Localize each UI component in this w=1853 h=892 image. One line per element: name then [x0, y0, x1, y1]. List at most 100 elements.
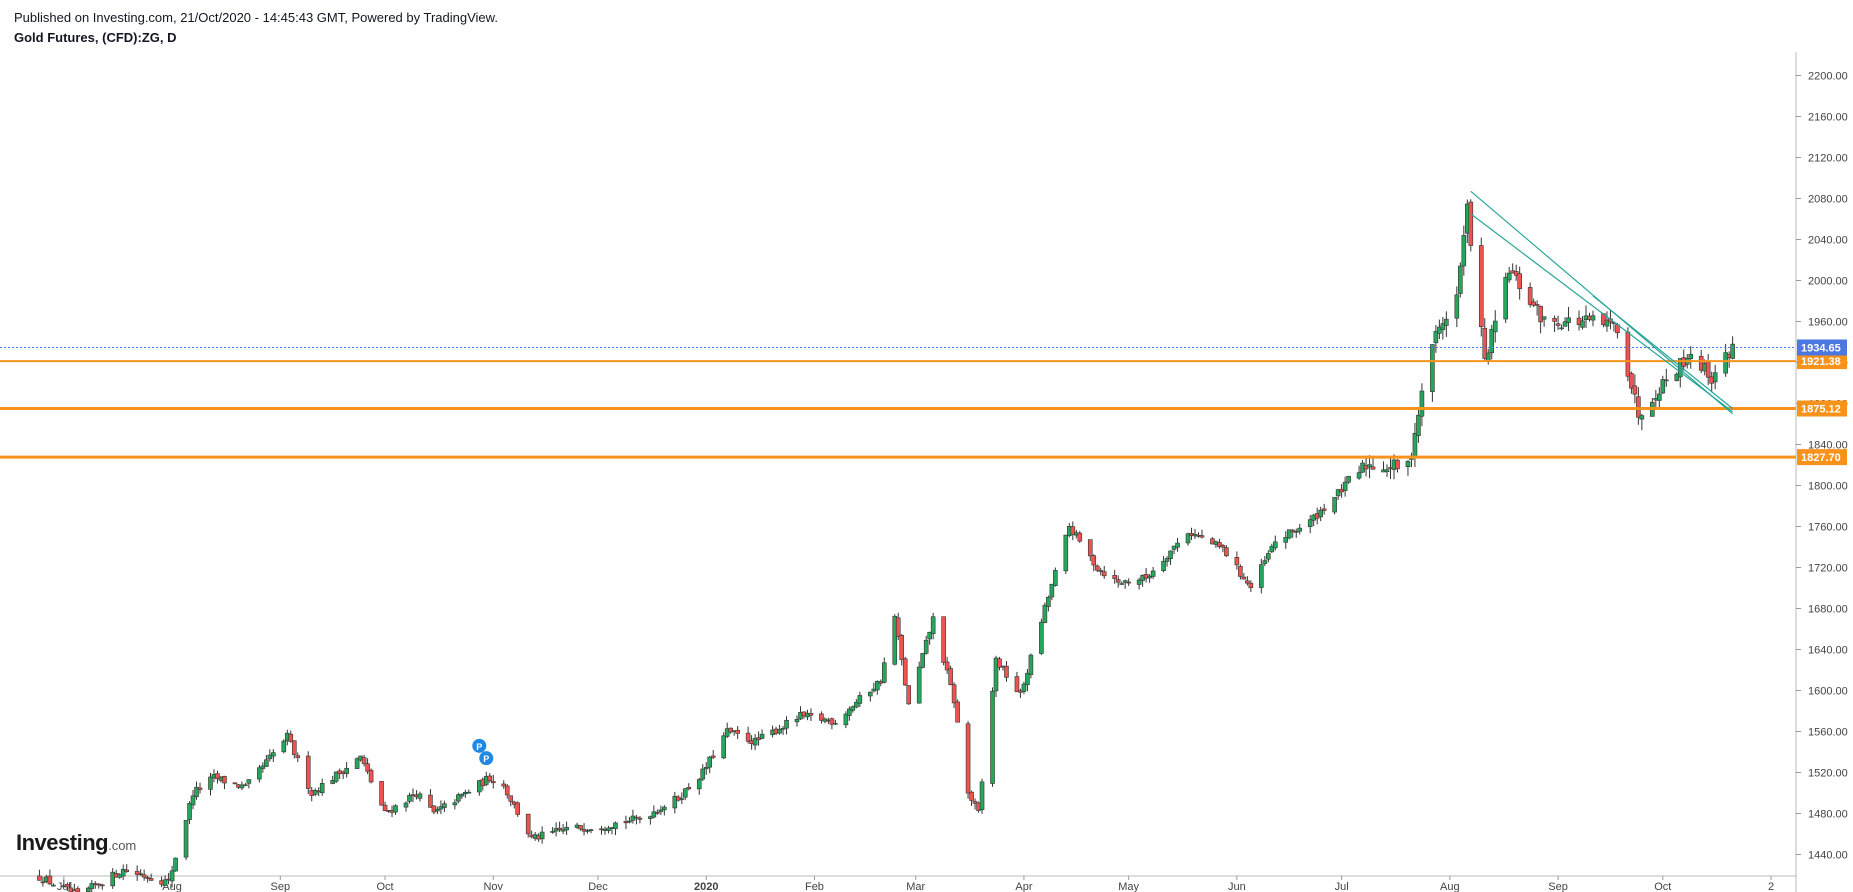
candle-body	[777, 729, 782, 734]
candle-body	[1437, 326, 1442, 334]
candle	[1028, 653, 1034, 679]
candle	[1461, 225, 1467, 276]
candle	[662, 805, 667, 816]
candle-body	[1559, 327, 1564, 330]
x-tick-label: Jun	[1228, 881, 1246, 892]
candle-body	[333, 771, 339, 782]
candle	[382, 801, 388, 812]
candle	[99, 883, 105, 890]
candle	[881, 657, 887, 684]
candle	[1122, 579, 1128, 589]
candle	[1220, 544, 1226, 553]
candle-body	[1262, 560, 1268, 564]
candle-body	[829, 718, 835, 725]
candle-body	[1245, 580, 1250, 584]
investing-logo: Investing.com	[16, 830, 137, 855]
published-note: Published on Investing.com, 21/Oct/2020 …	[14, 10, 498, 25]
candle	[1053, 567, 1058, 587]
candle-body	[487, 775, 493, 782]
candle-body	[173, 857, 178, 872]
y-tick-label: 1680.00	[1808, 604, 1848, 616]
candle	[658, 805, 664, 816]
candle	[267, 749, 273, 762]
candle-body	[1025, 672, 1030, 686]
candle-body	[930, 616, 936, 635]
candle	[1217, 538, 1222, 549]
candle-body	[993, 657, 999, 692]
candle-body	[1405, 461, 1411, 468]
candle-body	[703, 767, 709, 770]
candle-body	[606, 827, 611, 832]
candle	[1049, 583, 1055, 601]
candle	[843, 711, 849, 729]
candle	[1712, 364, 1718, 390]
candle	[1161, 555, 1166, 573]
y-tick-label: 1720.00	[1808, 563, 1848, 575]
candle	[1367, 455, 1372, 479]
candle-body	[902, 658, 908, 686]
candle-body	[679, 798, 685, 800]
candle	[550, 827, 555, 834]
candle	[1297, 523, 1303, 535]
candle	[752, 734, 758, 751]
candle	[1164, 556, 1170, 567]
candle-body	[1492, 320, 1498, 333]
y-tick-label: 2080.00	[1808, 194, 1848, 206]
candle-body	[1126, 581, 1131, 584]
candle-body	[1042, 604, 1048, 623]
candle	[1286, 529, 1292, 540]
candle-body	[194, 786, 199, 798]
candle	[651, 805, 657, 819]
candle-body	[972, 801, 978, 804]
candle-body	[1712, 372, 1718, 383]
candle	[1370, 458, 1376, 470]
candle	[700, 764, 706, 782]
candle	[1503, 272, 1509, 323]
candle	[515, 801, 521, 817]
candle	[606, 825, 611, 834]
candle-body	[267, 754, 273, 760]
candle	[40, 876, 46, 887]
candle-body	[65, 884, 70, 888]
candle	[951, 682, 957, 708]
candle-body	[1049, 583, 1055, 598]
candle	[1262, 555, 1268, 567]
candle	[895, 612, 901, 641]
y-tick-label: 2040.00	[1808, 235, 1848, 247]
candle-body	[110, 871, 116, 887]
trendline	[1592, 295, 1734, 410]
candle	[1468, 199, 1474, 252]
candle	[557, 821, 562, 833]
candle-body	[1185, 533, 1191, 544]
price-label-text: 1921.38	[1801, 356, 1841, 368]
candle-body	[162, 879, 168, 886]
candle-body	[477, 780, 482, 793]
candle-body	[525, 813, 531, 835]
candle	[1025, 668, 1030, 692]
y-tick-label: 1480.00	[1808, 809, 1848, 821]
candle	[1234, 551, 1240, 570]
candle	[1077, 530, 1083, 543]
candle	[868, 691, 873, 702]
candle-body	[1248, 582, 1254, 589]
candle	[1538, 305, 1543, 334]
candle	[707, 756, 713, 774]
candle-body	[1468, 201, 1474, 246]
candle-body	[1629, 373, 1634, 389]
candle	[794, 715, 800, 727]
x-tick-label: Sep	[271, 881, 291, 892]
candle	[728, 727, 733, 734]
y-tick-label: 2200.00	[1808, 71, 1848, 83]
candle	[1101, 565, 1107, 579]
candle	[1405, 459, 1411, 476]
candle-body	[637, 817, 643, 820]
candle	[319, 778, 325, 796]
candle-body	[295, 755, 301, 758]
candle-body	[857, 695, 863, 704]
candle	[578, 825, 583, 831]
candle	[1440, 316, 1446, 340]
candle	[944, 656, 950, 674]
candle	[281, 739, 287, 754]
current-price-label: 1934.65	[1801, 342, 1841, 354]
